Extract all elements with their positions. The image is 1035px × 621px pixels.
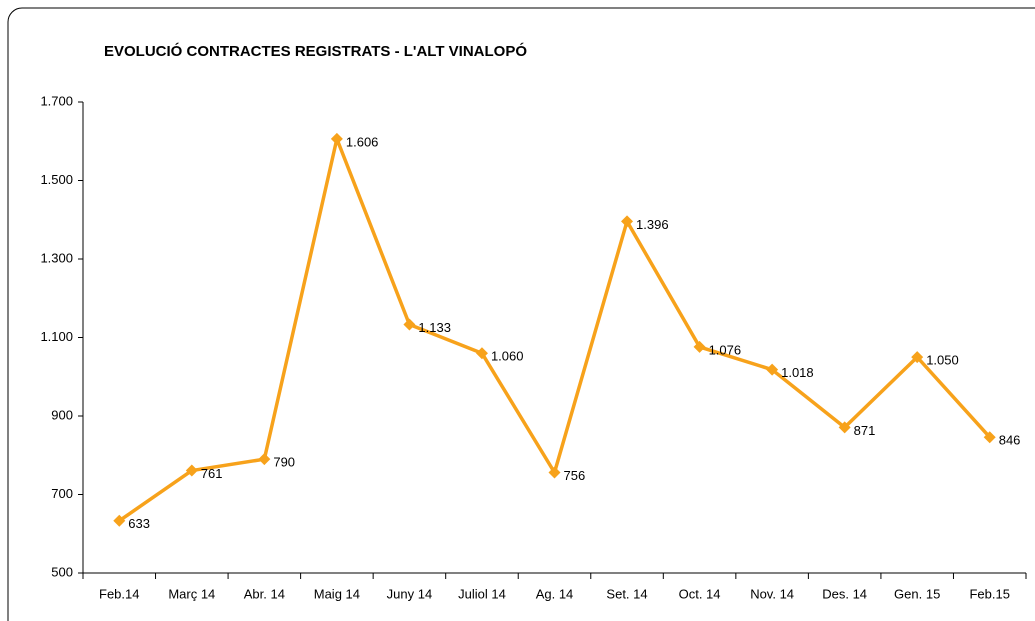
marker [548,466,561,479]
marker [983,431,996,444]
data-label: 790 [273,455,295,470]
marker [403,318,416,331]
y-tick-label: 500 [51,564,73,579]
data-label: 633 [128,516,150,531]
data-label: 1.606 [346,134,379,149]
marker [838,421,851,434]
x-tick-label: Oct. 14 [679,586,721,601]
y-tick-label: 900 [51,407,73,422]
x-tick-label: Juliol 14 [458,586,506,601]
chart-border [7,7,1035,621]
marker [113,514,126,527]
marker [258,453,271,466]
x-tick-label: Maig 14 [314,586,360,601]
y-tick-label: 1.100 [40,329,73,344]
marker [766,363,779,376]
data-label: 1.076 [709,342,742,357]
x-tick-label: Ag. 14 [536,586,574,601]
data-label: 1.396 [636,217,669,232]
x-tick-label: Abr. 14 [244,586,285,601]
x-tick-label: Juny 14 [387,586,433,601]
data-label: 756 [564,468,586,483]
x-tick-label: Nov. 14 [750,586,794,601]
marker [621,215,634,228]
x-tick-label: Set. 14 [606,586,647,601]
chart-title: EVOLUCIÓ CONTRACTES REGISTRATS - L'ALT V… [104,42,527,60]
x-tick-label: Feb.15 [969,586,1009,601]
data-label: 1.018 [781,365,814,380]
marker [185,464,198,477]
data-label: 846 [999,433,1021,448]
x-tick-label: Març 14 [168,586,215,601]
x-tick-label: Gen. 15 [894,586,940,601]
data-label: 1.050 [926,353,959,368]
y-tick-label: 1.700 [40,93,73,108]
marker [693,340,706,353]
data-label: 871 [854,423,876,438]
marker [475,347,488,360]
x-tick-label: Des. 14 [822,586,867,601]
y-tick-label: 1.500 [40,172,73,187]
y-tick-label: 700 [51,486,73,501]
data-label: 1.133 [418,320,451,335]
marker [911,351,924,364]
marker [330,132,343,145]
data-label: 761 [201,466,223,481]
x-tick-label: Feb.14 [99,586,139,601]
data-label: 1.060 [491,349,524,364]
y-tick-label: 1.300 [40,250,73,265]
